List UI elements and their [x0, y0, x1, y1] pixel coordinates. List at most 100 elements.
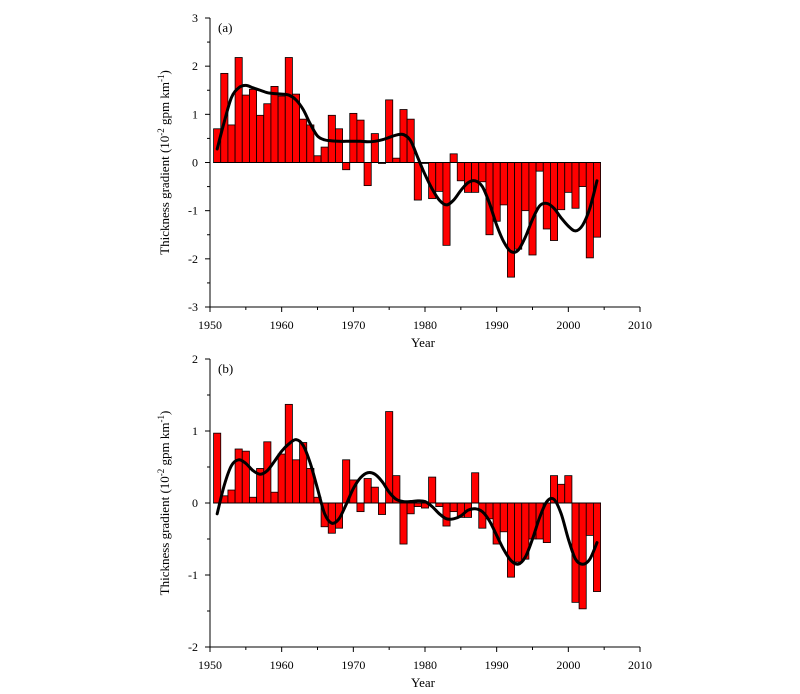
- bar: [335, 128, 343, 163]
- bar: [284, 57, 293, 163]
- x-tick-label: 1980: [413, 658, 437, 672]
- bar: [313, 155, 322, 163]
- bar: [471, 472, 480, 504]
- bar: [249, 496, 257, 504]
- bar: [241, 450, 250, 504]
- bar: [392, 157, 401, 163]
- bar: [571, 162, 580, 209]
- smoothed-curve: [215, 83, 599, 254]
- y-tick-label: 0: [192, 156, 198, 170]
- bar: [557, 162, 566, 211]
- y-tick-label: -2: [188, 640, 198, 654]
- bar: [327, 502, 336, 534]
- bar: [464, 162, 472, 193]
- x-tick-label: 1960: [270, 658, 294, 672]
- bar: [284, 403, 293, 504]
- smoothed-curve: [215, 438, 599, 566]
- bar: [499, 162, 508, 206]
- y-tick-label: 0: [192, 496, 198, 510]
- bar: [227, 489, 236, 504]
- bar: [514, 162, 523, 250]
- panel-label: (b): [218, 361, 233, 376]
- bar: [241, 94, 250, 163]
- x-tick-label: 2010: [628, 658, 652, 672]
- bar: [585, 502, 594, 536]
- bar: [550, 162, 558, 241]
- y-tick-label: -3: [188, 300, 198, 314]
- y-tick-label: 2: [192, 59, 198, 73]
- y-tick-label: -1: [188, 568, 198, 582]
- bar: [363, 162, 372, 187]
- bar: [213, 432, 222, 504]
- bar: [593, 162, 601, 238]
- x-axis-title: Year: [411, 675, 436, 690]
- bar: [507, 162, 515, 278]
- bar: [521, 162, 530, 212]
- x-tick-label: 1990: [485, 318, 509, 332]
- bar: [292, 459, 300, 504]
- bar: [234, 57, 243, 163]
- bar: [449, 153, 458, 163]
- x-tick-label: 2010: [628, 318, 652, 332]
- bar: [456, 162, 465, 182]
- x-axis-title: Year: [411, 335, 436, 350]
- bar: [507, 502, 515, 578]
- x-tick-label: 1980: [413, 318, 437, 332]
- bar: [442, 502, 451, 527]
- x-tick-label: 1950: [198, 658, 222, 672]
- bar: [435, 502, 444, 507]
- y-tick-label: -2: [188, 252, 198, 266]
- bar: [356, 502, 365, 513]
- panel-label: (a): [218, 20, 232, 35]
- x-tick-label: 2000: [556, 318, 580, 332]
- x-tick-label: 1990: [485, 658, 509, 672]
- x-tick-label: 1970: [341, 318, 365, 332]
- x-tick-label: 1950: [198, 318, 222, 332]
- bar: [514, 502, 523, 563]
- bar: [428, 476, 437, 504]
- y-tick-label: 2: [192, 352, 198, 366]
- bar: [492, 162, 501, 222]
- bar: [385, 99, 394, 163]
- bar: [256, 114, 265, 163]
- chart-panel-a: -3 -2 -1 0 1 2 3 1950 1960 1970 1980 1990 2000 2010 Ye…: [156, 11, 652, 350]
- y-tick-label: 1: [192, 107, 198, 121]
- bar: [478, 162, 487, 183]
- x-tick-label: 1970: [341, 658, 365, 672]
- y-tick-label: 1: [192, 424, 198, 438]
- y-axis-title: Thickness gradient (10-2 gpm km-1): [156, 411, 172, 596]
- x-tick-label: 1960: [270, 318, 294, 332]
- bar: [578, 162, 587, 187]
- bar: [399, 502, 408, 545]
- bar: [277, 453, 286, 504]
- bar: [564, 475, 573, 504]
- y-tick-label: -1: [188, 204, 198, 218]
- bar: [528, 162, 537, 256]
- bar: [557, 483, 566, 504]
- bar: [542, 162, 551, 230]
- x-tick-label: 2000: [556, 658, 580, 672]
- bar: [578, 502, 587, 610]
- bar: [270, 86, 279, 163]
- y-axis-title: Thickness gradient (10-2 gpm km-1): [156, 70, 172, 255]
- bar: [277, 95, 286, 163]
- bar: [234, 448, 243, 504]
- chart-panel-b: -2 -1 0 1 2 1950 1960 1970 1980 1990 2000 2010 Year T…: [156, 352, 652, 690]
- bar: [535, 162, 544, 172]
- bar: [263, 103, 272, 163]
- bar: [349, 112, 358, 163]
- bar: [435, 162, 444, 192]
- bar: [406, 502, 415, 515]
- bar: [363, 478, 372, 504]
- bar: [249, 88, 257, 163]
- bar: [449, 502, 458, 513]
- bar: [227, 124, 236, 163]
- bar: [471, 162, 480, 193]
- bar: [327, 114, 336, 163]
- bar: [299, 118, 308, 163]
- y-tick-label: 3: [192, 11, 198, 25]
- bar: [413, 502, 422, 507]
- bar: [378, 502, 386, 515]
- bar: [499, 502, 508, 533]
